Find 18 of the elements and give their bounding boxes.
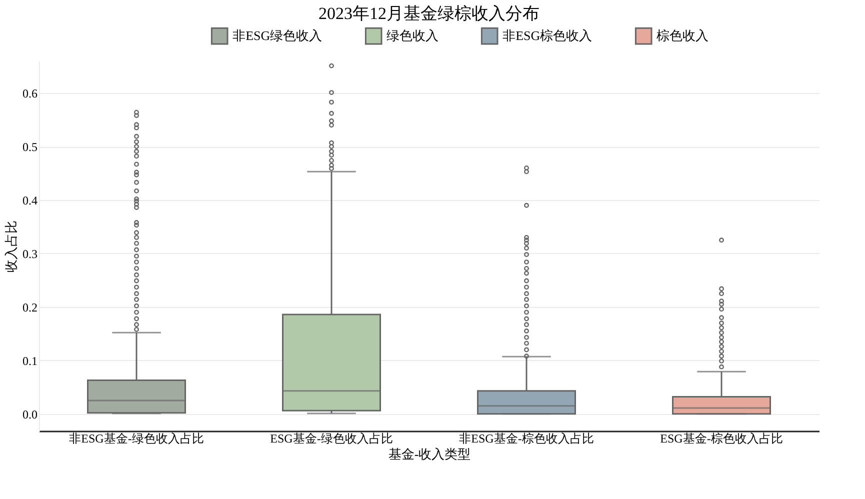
x-tick-label: ESG基金-棕色收入占比: [660, 432, 783, 446]
legend-label: 棕色收入: [656, 28, 709, 44]
y-tick-label: 0.2: [22, 300, 38, 314]
x-axis-title: 基金-收入类型: [388, 446, 471, 462]
y-tick-label: 0.1: [22, 354, 38, 368]
legend-label: 非ESG绿色收入: [232, 28, 322, 44]
chart-title: 2023年12月基金绿棕收入分布: [318, 4, 540, 23]
y-tick-label: 0.4: [22, 194, 38, 208]
x-tick-label: 非ESG基金-棕色收入占比: [459, 432, 594, 446]
legend-label: 非ESG棕色收入: [502, 28, 592, 44]
x-tick-label: ESG基金-绿色收入占比: [270, 432, 393, 446]
y-tick-label: 0.5: [22, 140, 38, 154]
legend-label: 绿色收入: [386, 28, 439, 44]
x-tick-label: 非ESG基金-绿色收入占比: [69, 432, 204, 446]
y-axis-title: 收入占比: [4, 220, 18, 272]
y-tick-label: 0.0: [22, 407, 38, 422]
y-tick-label: 0.3: [22, 246, 38, 261]
y-tick-label: 0.6: [22, 86, 38, 101]
